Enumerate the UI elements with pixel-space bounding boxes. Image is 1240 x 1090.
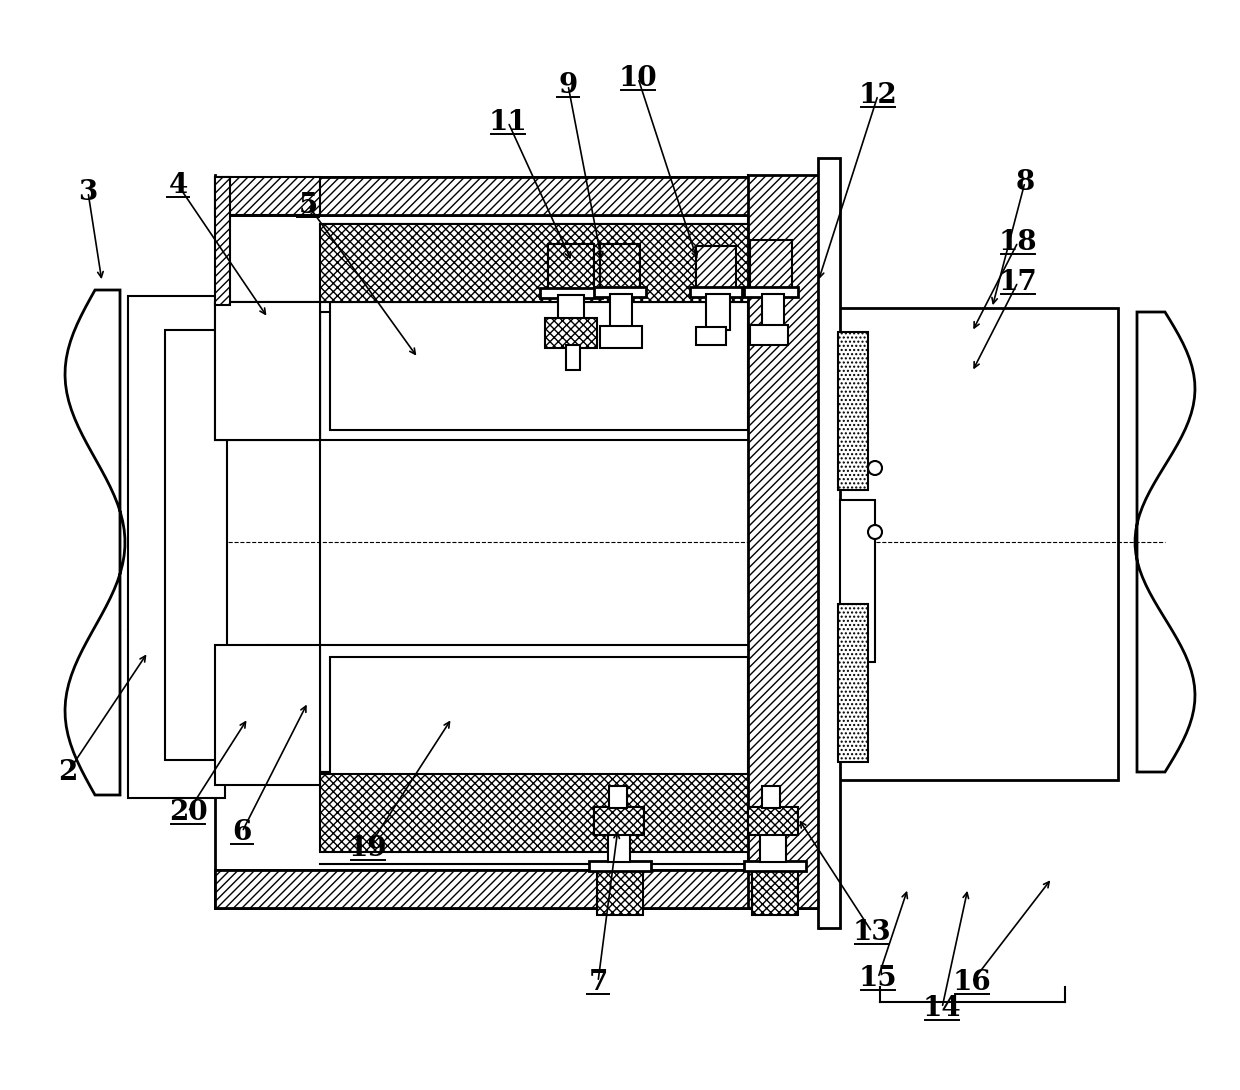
Bar: [763, 786, 780, 808]
Bar: [609, 786, 627, 808]
Bar: [706, 294, 730, 330]
Text: 20: 20: [169, 799, 207, 825]
Text: 16: 16: [952, 969, 991, 995]
Text: 9: 9: [558, 72, 578, 98]
Bar: [838, 332, 868, 490]
Bar: [330, 302, 748, 429]
Bar: [128, 296, 224, 798]
Bar: [689, 287, 742, 296]
Bar: [838, 604, 868, 762]
Text: 11: 11: [489, 109, 527, 135]
Bar: [330, 657, 748, 785]
Bar: [596, 869, 644, 915]
Bar: [818, 158, 839, 928]
Bar: [215, 302, 320, 440]
Bar: [539, 288, 601, 298]
Bar: [215, 177, 320, 215]
Bar: [838, 308, 1118, 780]
Bar: [165, 330, 227, 760]
Bar: [589, 861, 651, 871]
Bar: [594, 807, 644, 835]
Text: 12: 12: [858, 82, 898, 109]
Text: 10: 10: [619, 64, 657, 92]
Text: 5: 5: [299, 192, 317, 218]
Circle shape: [868, 525, 882, 538]
Bar: [750, 325, 787, 346]
Bar: [744, 861, 806, 871]
Bar: [546, 318, 596, 348]
Bar: [320, 225, 770, 302]
Text: 18: 18: [998, 229, 1038, 255]
Bar: [760, 832, 786, 862]
Bar: [748, 175, 820, 908]
Bar: [594, 287, 646, 296]
Bar: [215, 870, 820, 908]
Bar: [558, 295, 584, 330]
Text: 4: 4: [169, 171, 187, 198]
Text: 2: 2: [58, 759, 78, 786]
Polygon shape: [64, 290, 125, 795]
Polygon shape: [215, 645, 320, 785]
Bar: [696, 327, 725, 346]
Bar: [839, 500, 875, 662]
Text: 13: 13: [853, 919, 892, 945]
Bar: [608, 832, 630, 862]
Bar: [744, 287, 799, 296]
Bar: [320, 312, 770, 772]
Bar: [610, 294, 632, 330]
Bar: [696, 246, 737, 290]
Bar: [320, 774, 770, 852]
Circle shape: [868, 461, 882, 475]
Bar: [751, 869, 799, 915]
Bar: [215, 177, 229, 305]
Bar: [215, 177, 820, 215]
Text: 6: 6: [232, 819, 252, 846]
Bar: [750, 240, 792, 290]
Bar: [600, 244, 640, 290]
Bar: [600, 326, 642, 348]
Text: 19: 19: [348, 835, 387, 861]
Bar: [763, 294, 784, 330]
Text: 7: 7: [588, 969, 608, 995]
Polygon shape: [1135, 312, 1195, 772]
Bar: [565, 346, 580, 370]
Text: 3: 3: [78, 179, 98, 206]
Bar: [548, 244, 594, 290]
Polygon shape: [215, 302, 320, 440]
Text: 14: 14: [923, 994, 961, 1021]
Text: 15: 15: [858, 965, 898, 992]
Text: 17: 17: [998, 268, 1038, 295]
Bar: [748, 807, 799, 835]
Text: 8: 8: [1016, 169, 1034, 195]
